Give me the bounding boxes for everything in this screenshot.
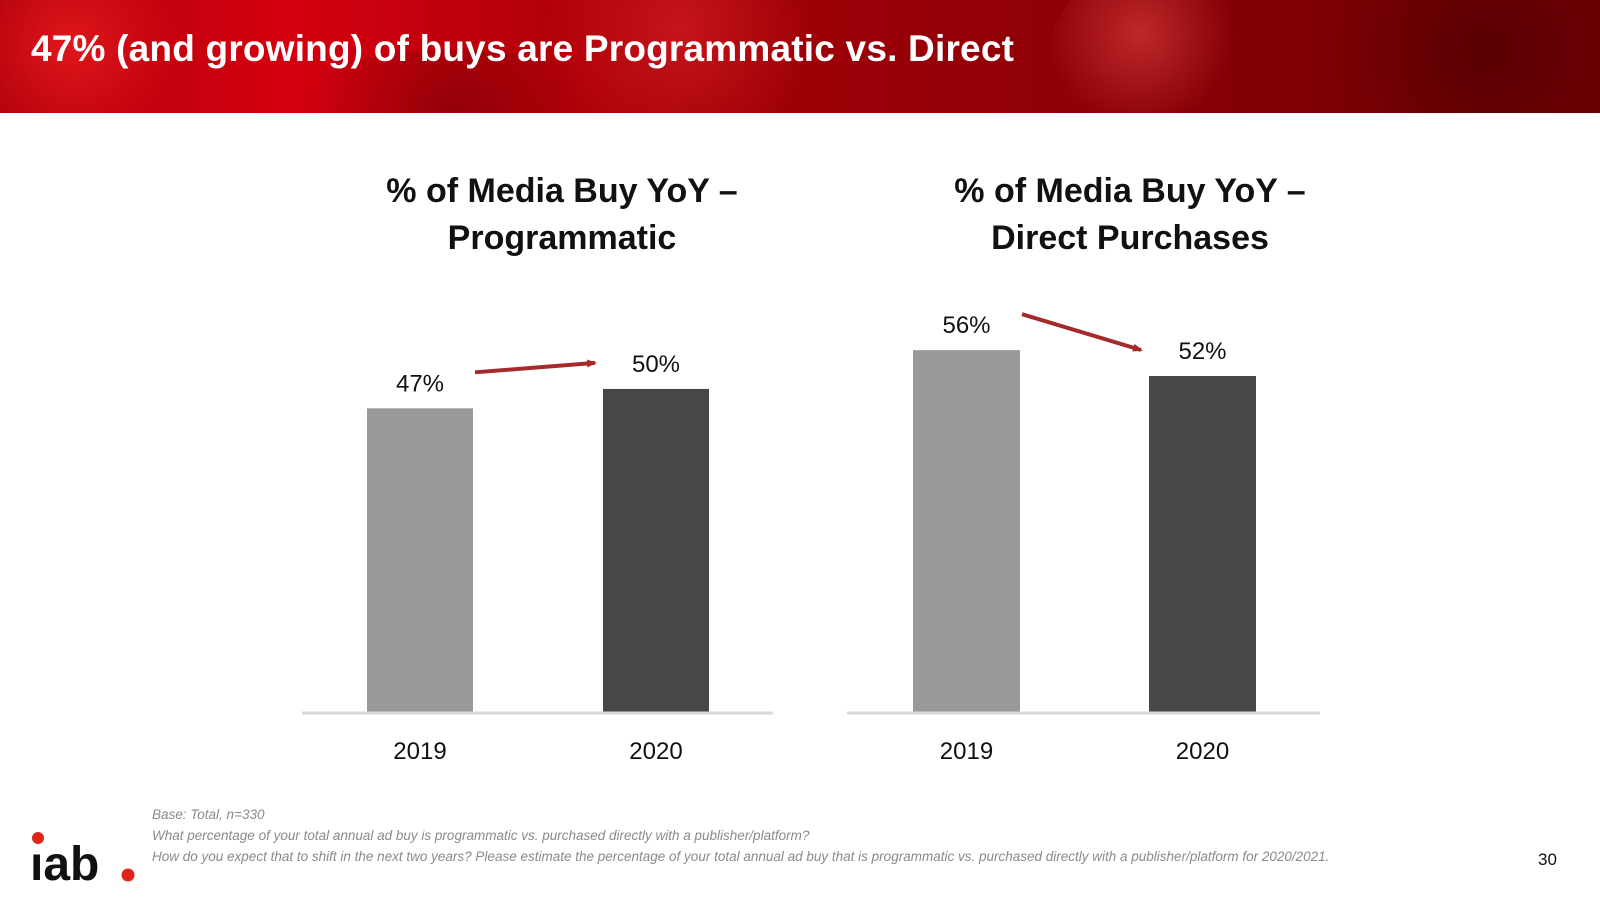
bar-2019 xyxy=(913,350,1020,712)
footnotes: Base: Total, n=330 What percentage of yo… xyxy=(152,804,1352,867)
x-tick-label: 2019 xyxy=(940,738,993,765)
iab-logo: ıab xyxy=(30,832,135,888)
bar-2020 xyxy=(603,388,709,712)
data-label: 52% xyxy=(1178,338,1226,365)
trend-arrow-down xyxy=(1021,312,1143,352)
data-label: 50% xyxy=(632,351,680,378)
page-number: 30 xyxy=(1538,850,1557,869)
footnote-question-1: What percentage of your total annual ad … xyxy=(152,828,810,843)
chart-title-line: % of Media Buy YoY – xyxy=(954,172,1306,210)
chart-title-direct: % of Media Buy YoY – Direct Purchases xyxy=(870,168,1390,262)
banner-decor xyxy=(0,0,200,113)
bar-2020 xyxy=(1149,376,1256,712)
data-label: 47% xyxy=(396,370,444,397)
x-tick-label: 2020 xyxy=(1176,738,1229,765)
banner-decor xyxy=(1300,0,1600,113)
data-label: 56% xyxy=(942,312,990,339)
chart-title-programmatic: % of Media Buy YoY – Programmatic xyxy=(302,168,822,262)
x-tick-label: 2020 xyxy=(629,738,682,765)
banner-decor xyxy=(520,0,840,113)
logo-period-accent xyxy=(121,868,135,882)
chart-title-line: % of Media Buy YoY – xyxy=(386,172,738,210)
footnote-question-2: How do you expect that to shift in the n… xyxy=(152,849,1330,864)
logo-dot-accent xyxy=(32,832,44,844)
bar-2019 xyxy=(367,408,473,712)
title-banner: 47% (and growing) of buys are Programmat… xyxy=(0,0,1600,113)
chart-title-line: Programmatic xyxy=(447,219,677,257)
chart-title-line: Direct Purchases xyxy=(991,219,1269,257)
footnote-base: Base: Total, n=330 xyxy=(152,807,265,822)
trend-arrow-up xyxy=(474,359,597,375)
banner-decor xyxy=(1050,0,1250,113)
logo-wordmark: ıab xyxy=(30,838,99,888)
x-tick-label: 2019 xyxy=(393,738,446,765)
slide-title: 47% (and growing) of buys are Programmat… xyxy=(31,28,1015,69)
